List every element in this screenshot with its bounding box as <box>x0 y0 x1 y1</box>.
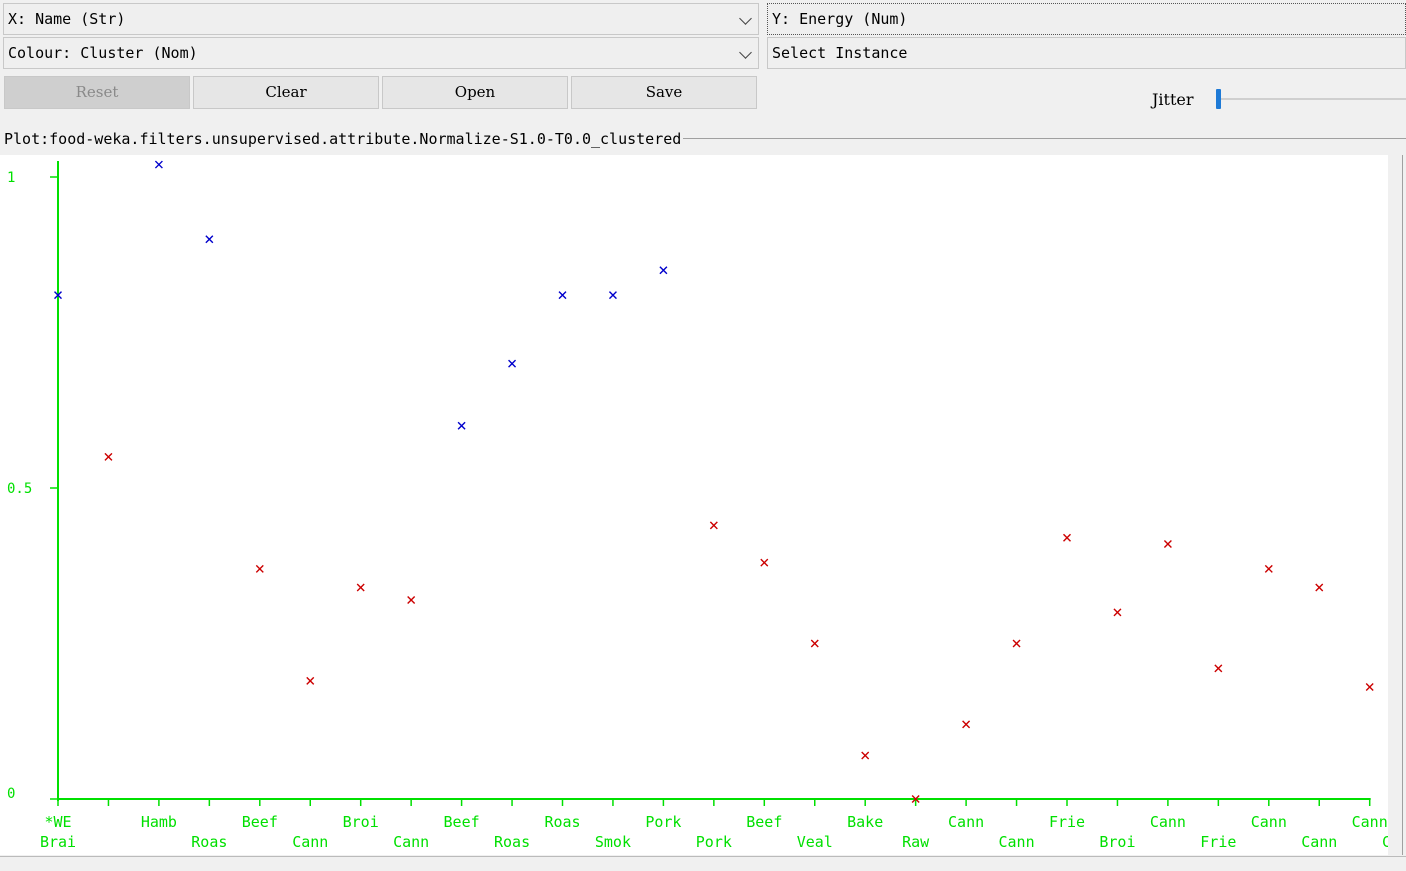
jitter-slider-thumb[interactable] <box>1216 89 1221 109</box>
select-instance[interactable]: Select Instance <box>767 37 1406 69</box>
data-point <box>861 751 870 760</box>
x-tick-label: Hamb <box>141 813 177 831</box>
jitter-label: Jitter <box>1152 90 1194 109</box>
x-tick-label: Roas <box>191 833 227 851</box>
chevron-down-icon <box>739 12 752 25</box>
data-point <box>1315 583 1324 592</box>
x-tick-label: Beef <box>242 813 278 831</box>
data-point <box>911 795 920 803</box>
x-tick-label: Roas <box>494 833 530 851</box>
reset-button[interactable]: Reset <box>4 76 190 109</box>
x-tick-label: Raw <box>902 833 930 851</box>
data-point <box>1214 664 1223 673</box>
plot-title: Plot:food-weka.filters.unsupervised.attr… <box>4 130 684 148</box>
data-point <box>810 639 819 648</box>
x-tick-label: Cann <box>393 833 429 851</box>
x-tick-label: Beef <box>746 813 782 831</box>
x-tick-label: Frie <box>1049 813 1085 831</box>
x-tick-label: Roas <box>544 813 580 831</box>
x-axis-select[interactable]: X: Name (Str) <box>3 3 759 35</box>
jitter-slider-track[interactable] <box>1216 98 1406 100</box>
data-point <box>1264 564 1273 573</box>
x-tick-label: *WE <box>44 813 71 831</box>
x-tick-label: Cann <box>1352 813 1388 831</box>
x-tick-label: Broi <box>343 813 379 831</box>
y-tick-label: 0.5 <box>7 481 32 497</box>
data-point <box>760 558 769 567</box>
data-point <box>54 291 62 300</box>
x-tick-label: Veal <box>797 833 833 851</box>
x-tick-label: Cann <box>1301 833 1337 851</box>
data-point <box>709 521 718 530</box>
data-point <box>659 266 668 275</box>
save-button[interactable]: Save <box>571 76 757 109</box>
clear-button[interactable]: Clear <box>193 76 379 109</box>
open-button[interactable]: Open <box>382 76 568 109</box>
x-axis-select-label: X: Name (Str) <box>8 10 126 28</box>
data-point <box>407 595 416 604</box>
data-point <box>205 235 214 244</box>
y-tick-label: 1 <box>7 170 15 186</box>
plot-border <box>1402 155 1403 855</box>
x-tick-label: Pork <box>645 813 681 831</box>
select-instance-label: Select Instance <box>772 44 908 62</box>
x-tick-label: Beef <box>444 813 480 831</box>
x-tick-label: Pork <box>696 833 732 851</box>
x-tick-label: Cann <box>1150 813 1186 831</box>
data-point <box>356 583 365 592</box>
y-tick-label: 0 <box>7 786 15 802</box>
x-tick-label: Brai <box>40 833 76 851</box>
data-point <box>154 160 163 169</box>
x-tick-label: Cann <box>948 813 984 831</box>
x-tick-label: Frie <box>1200 833 1236 851</box>
data-point <box>1113 608 1122 617</box>
x-tick-label: Bake <box>847 813 883 831</box>
colour-select[interactable]: Colour: Cluster (Nom) <box>3 37 759 69</box>
x-tick-label: Cann <box>1251 813 1287 831</box>
y-axis-select-label: Y: Energy (Num) <box>772 10 908 28</box>
data-point <box>1163 539 1172 548</box>
data-point <box>1063 533 1071 542</box>
x-tick-label: Cann <box>292 833 328 851</box>
x-tick-label: Broi <box>1099 833 1135 851</box>
y-axis-select[interactable]: Y: Energy (Num) <box>767 3 1406 35</box>
data-point <box>558 291 567 300</box>
data-point <box>457 421 466 430</box>
data-point <box>962 720 971 729</box>
data-point <box>508 359 517 368</box>
plot-area[interactable]: 0 0.5 1 *WE Hamb Beef Broi Beef Roas Pork Beef Bake… <box>0 155 1406 855</box>
x-tick-label: Cann <box>1382 833 1388 851</box>
scatter-plot[interactable]: 0 0.5 1 *WE Hamb Beef Broi Beef Roas Pork Beef Bake… <box>0 155 1406 855</box>
data-point <box>1365 683 1374 692</box>
x-tick-label: Cann <box>998 833 1034 851</box>
data-point <box>255 564 264 573</box>
chevron-down-icon <box>739 46 752 59</box>
x-tick-label: Smok <box>595 833 631 851</box>
title-divider <box>680 138 1406 139</box>
data-point <box>306 676 315 685</box>
status-bar <box>0 856 1406 871</box>
data-point <box>104 452 113 461</box>
data-point <box>608 291 617 300</box>
colour-select-label: Colour: Cluster (Nom) <box>8 44 198 62</box>
data-point <box>1012 639 1021 648</box>
